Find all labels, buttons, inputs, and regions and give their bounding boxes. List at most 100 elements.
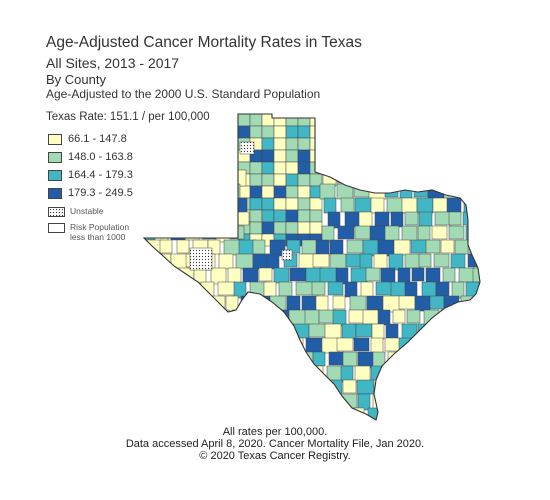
county-cell [324, 323, 342, 341]
county-cell [273, 173, 287, 187]
legend: 66.1 - 147.8 148.0 - 163.8 164.4 - 179.3… [48, 132, 133, 204]
county-cell [286, 295, 301, 312]
county-cell [285, 137, 299, 151]
county-cell [210, 267, 227, 285]
county-cell [295, 281, 314, 296]
county-cell [207, 183, 226, 199]
county-cell [220, 323, 238, 341]
county-cell [205, 211, 222, 228]
county-cell [359, 253, 373, 271]
county-cell [321, 337, 340, 354]
county-cell [429, 337, 447, 353]
county-cell [309, 137, 323, 151]
county-cell [248, 365, 267, 380]
county-cell [437, 379, 451, 397]
county-cell [249, 209, 263, 223]
county-cell [145, 323, 163, 340]
county-cell [348, 309, 365, 324]
county-cell [273, 125, 287, 139]
county-cell [276, 337, 293, 352]
county-cell [261, 197, 275, 211]
county-cell [309, 197, 323, 211]
county-cell [472, 267, 480, 283]
county-cell [445, 407, 462, 420]
county-cell [237, 125, 251, 139]
county-cell [160, 183, 177, 201]
county-cell [390, 211, 404, 228]
county-cell [153, 281, 169, 297]
county-cell [367, 169, 382, 185]
county-cell [414, 407, 432, 420]
county-cell [159, 379, 177, 395]
county-cell [421, 281, 437, 299]
legend-item: 66.1 - 147.8 [48, 132, 133, 146]
county-cell [217, 197, 232, 214]
county-cell [169, 393, 187, 410]
county-cell [323, 393, 338, 411]
county-cell [190, 323, 204, 338]
county-cell [290, 337, 304, 352]
county-cell [282, 351, 297, 369]
county-cell [401, 365, 415, 382]
county-cell [144, 253, 153, 270]
county-cell [340, 365, 354, 382]
county-cell [191, 351, 207, 369]
county-cell [154, 365, 171, 381]
county-cell [306, 393, 321, 409]
county-cell [145, 407, 159, 420]
county-cell [144, 365, 155, 381]
county-cell [162, 211, 180, 228]
county-cell [448, 225, 465, 240]
county-cell [301, 239, 319, 255]
county-cell [191, 211, 206, 228]
map-title: Age-Adjusted Cancer Mortality Rates in T… [46, 34, 362, 51]
risk-label-line2: less than 1000 [70, 232, 126, 242]
county-cell [208, 351, 222, 366]
county-cell [476, 295, 480, 310]
county-cell [297, 221, 311, 235]
county-cell [145, 351, 162, 368]
county-cell [217, 393, 235, 409]
county-cell [273, 185, 287, 199]
county-cell [353, 169, 372, 184]
county-cell [201, 337, 215, 352]
county-cell [344, 211, 362, 228]
county-cell [267, 351, 283, 368]
county-cell [209, 407, 228, 420]
county-cell [297, 197, 311, 211]
county-cell [261, 185, 275, 199]
county-cell [440, 309, 457, 327]
county-cell [245, 309, 263, 326]
risk-label-line1: Risk Population [70, 222, 130, 232]
county-cell [466, 379, 480, 397]
county-cell [261, 379, 277, 394]
legend-unstable: Unstable [48, 206, 104, 217]
county-cell [319, 267, 338, 283]
county-cell [177, 351, 191, 367]
county-cell [318, 407, 335, 420]
county-cell [273, 209, 287, 223]
county-cell [249, 185, 263, 199]
county-cell [420, 393, 434, 409]
county-cell [206, 323, 222, 340]
county-cell [170, 253, 189, 270]
county-cell [442, 267, 456, 283]
legend-swatch [48, 133, 62, 145]
county-cell [358, 211, 373, 228]
county-cell [273, 267, 290, 284]
county-cell [262, 323, 278, 341]
county-cell [443, 295, 460, 313]
county-cell [398, 295, 416, 310]
county-cell [433, 253, 450, 268]
county-cell [281, 365, 298, 380]
county-cell [392, 309, 406, 324]
county-cell [246, 393, 265, 408]
county-cell [327, 281, 344, 296]
county-cell [155, 169, 169, 185]
county-cell [161, 295, 180, 310]
county-cell [162, 407, 177, 420]
county-cell [452, 379, 470, 397]
county-cell [145, 183, 159, 200]
county-cell [417, 225, 431, 241]
